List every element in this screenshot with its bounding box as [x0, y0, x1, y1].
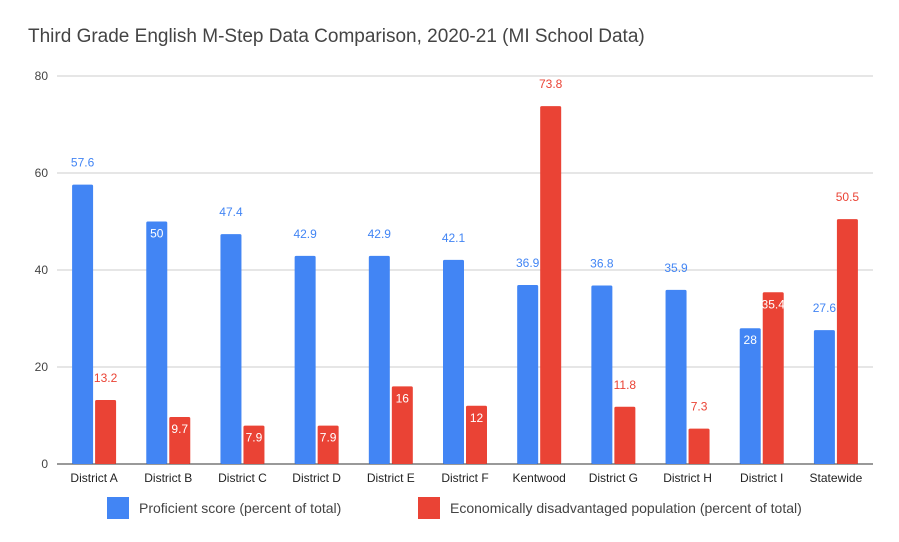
- y-tick-label: 40: [35, 263, 49, 277]
- x-tick-label: Statewide: [810, 471, 863, 485]
- data-label: 36.8: [590, 257, 614, 271]
- data-label: 57.6: [71, 156, 95, 170]
- legend-swatch-proficient: [107, 497, 129, 519]
- bar-proficient: [220, 234, 242, 464]
- legend-label-disadvantaged: Economically disadvantaged population (p…: [450, 500, 802, 516]
- data-label: 9.7: [171, 422, 188, 436]
- data-label: 35.4: [762, 297, 786, 311]
- x-tick-label: District I: [740, 471, 783, 485]
- bar-proficient: [739, 328, 761, 464]
- chart-title: Third Grade English M-Step Data Comparis…: [28, 26, 645, 47]
- x-tick-label: District A: [70, 471, 117, 485]
- data-label: 7.9: [246, 431, 263, 445]
- data-label: 28: [744, 333, 758, 347]
- bar-disadvantaged: [540, 106, 562, 464]
- bar-proficient: [665, 289, 687, 464]
- bar-proficient: [517, 285, 539, 464]
- legend-item-proficient[interactable]: Proficient score (percent of total): [107, 497, 341, 519]
- x-tick-label: District G: [589, 471, 638, 485]
- data-label: 50: [150, 227, 164, 241]
- x-tick-label: District B: [144, 471, 192, 485]
- data-label: 47.4: [219, 205, 243, 219]
- bar-disadvantaged: [836, 219, 858, 464]
- x-tick-label: District C: [218, 471, 267, 485]
- bar-proficient: [813, 330, 835, 464]
- bar-proficient: [368, 255, 390, 464]
- data-label: 42.9: [293, 227, 317, 241]
- y-tick-label: 0: [41, 457, 48, 471]
- y-tick-label: 20: [35, 360, 49, 374]
- bar-disadvantaged: [466, 405, 487, 464]
- data-label: 35.9: [664, 261, 688, 275]
- y-tick-label: 80: [35, 69, 49, 83]
- bar-proficient: [591, 285, 613, 464]
- bar-proficient: [294, 255, 316, 464]
- bar-disadvantaged: [243, 425, 265, 464]
- bar-disadvantaged: [391, 386, 413, 464]
- data-label: 11.8: [614, 378, 637, 392]
- x-tick-label: District F: [441, 471, 488, 485]
- legend-label-proficient: Proficient score (percent of total): [139, 500, 342, 516]
- data-label: 36.9: [516, 256, 540, 270]
- x-tick-label: Kentwood: [512, 471, 565, 485]
- bar-disadvantaged: [614, 406, 636, 464]
- data-label: 12: [470, 411, 484, 425]
- x-tick-label: District H: [663, 471, 712, 485]
- legend-swatch-disadvantaged: [418, 497, 440, 519]
- bar-disadvantaged: [95, 399, 117, 464]
- x-tick-label: District E: [367, 471, 415, 485]
- bar-disadvantaged: [762, 292, 784, 464]
- data-label: 42.9: [368, 227, 392, 241]
- data-label: 7.3: [691, 400, 708, 414]
- x-tick-label: District D: [292, 471, 341, 485]
- data-label: 27.6: [813, 301, 837, 315]
- bar-disadvantaged: [688, 428, 710, 464]
- data-label: 7.9: [320, 431, 337, 445]
- bar-disadvantaged: [317, 425, 339, 464]
- data-label: 73.8: [539, 77, 563, 91]
- bar-disadvantaged: [169, 416, 191, 464]
- data-label: 13.2: [94, 371, 118, 385]
- data-label: 50.5: [836, 190, 860, 204]
- bar-proficient: [443, 259, 464, 464]
- legend-item-disadvantaged[interactable]: Economically disadvantaged population (p…: [418, 497, 802, 519]
- bar-proficient: [146, 221, 168, 464]
- y-tick-label: 60: [35, 166, 49, 180]
- data-label: 16: [396, 391, 410, 405]
- bar-proficient: [72, 184, 94, 464]
- data-label: 42.1: [442, 231, 466, 245]
